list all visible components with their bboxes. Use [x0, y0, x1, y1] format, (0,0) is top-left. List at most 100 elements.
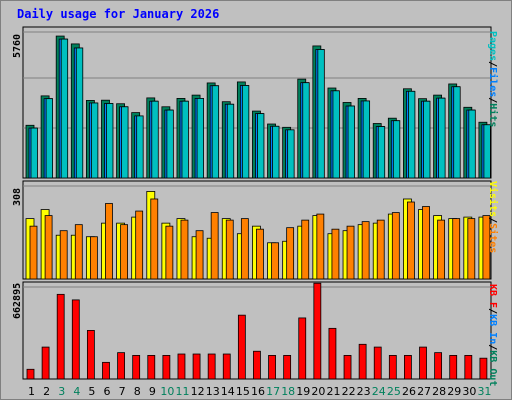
legend-kb-in: KB In	[487, 314, 498, 345]
day-label-22: 22	[342, 385, 356, 398]
middle-legend: Visits/Sites	[487, 181, 498, 253]
sites-bar-5	[89, 236, 98, 280]
pages-bar-8	[136, 115, 144, 179]
day-label-17: 17	[266, 385, 280, 398]
pages-bar-26	[408, 90, 416, 179]
kbytes-bar-7	[117, 352, 125, 380]
day-label-28: 28	[432, 385, 446, 398]
kbytes-bar-9	[147, 355, 156, 380]
kbytes-bar-2	[41, 346, 50, 380]
day-label-18: 18	[281, 385, 295, 398]
sites-bar-19	[301, 219, 310, 280]
pages-bar-20	[317, 49, 325, 179]
pages-bar-14	[226, 103, 235, 179]
chart-title: Daily usage for January 2026	[17, 7, 220, 21]
day-label-8: 8	[134, 385, 141, 398]
sites-bar-10	[165, 225, 174, 280]
sites-bar-3	[59, 230, 68, 280]
legend-kb-f: KB F	[487, 284, 498, 309]
pages-bar-16	[257, 113, 265, 179]
pages-bar-5	[90, 102, 99, 179]
day-label-2: 2	[43, 385, 50, 398]
day-label-6: 6	[104, 385, 111, 398]
day-label-26: 26	[402, 385, 416, 398]
kbytes-bar-22	[343, 355, 352, 380]
pages-bar-2	[45, 98, 53, 179]
sites-bar-23	[361, 221, 370, 280]
pages-bar-4	[75, 47, 84, 179]
pages-bar-21	[332, 90, 340, 179]
pages-bar-3	[60, 38, 69, 179]
sites-bar-24	[376, 219, 385, 280]
sites-bar-25	[391, 212, 400, 280]
sites-bar-21	[331, 228, 340, 280]
sites-bar-11	[180, 219, 189, 280]
sites-bar-18	[286, 227, 295, 280]
kbytes-bar-14	[222, 353, 231, 380]
day-label-24: 24	[372, 385, 386, 398]
hits-ymax-label: 5760	[12, 33, 23, 58]
kbytes-bar-28	[434, 352, 443, 380]
day-label-10: 10	[160, 385, 174, 398]
day-label-3: 3	[58, 385, 65, 398]
day-label-31: 31	[477, 385, 491, 398]
kbytes-bar-11	[177, 353, 186, 380]
kbytes-bar-26	[404, 355, 412, 380]
kbytes-ymax-label: 662895	[12, 282, 23, 319]
pages-bar-9	[151, 100, 159, 179]
kbytes-bar-10	[162, 355, 171, 380]
sites-bar-9	[150, 198, 159, 280]
sites-bar-8	[135, 210, 144, 280]
pages-bar-11	[181, 100, 189, 179]
day-label-7: 7	[119, 385, 126, 398]
legend-pages: Pages	[487, 31, 498, 62]
sites-bar-22	[346, 225, 355, 280]
sites-bar-13	[210, 212, 219, 280]
day-label-1: 1	[28, 385, 35, 398]
pages-bar-28	[438, 97, 446, 179]
kbytes-bar-15	[237, 314, 246, 380]
pages-bar-19	[302, 82, 310, 179]
kbytes-bar-31	[479, 357, 488, 380]
kbytes-bar-21	[328, 327, 337, 380]
day-label-29: 29	[447, 385, 461, 398]
sites-bar-2	[44, 215, 53, 280]
kbytes-bar-20	[313, 282, 322, 380]
kbytes-bar-3	[56, 293, 65, 380]
pages-bar-31	[483, 124, 491, 179]
pages-bar-1	[30, 127, 38, 179]
day-label-21: 21	[326, 385, 340, 398]
kbytes-bar-18	[283, 355, 292, 380]
kbytes-bar-17	[268, 355, 276, 380]
pages-bar-25	[392, 120, 401, 179]
sites-bar-31	[482, 215, 491, 280]
pages-bar-6	[106, 103, 114, 179]
kbytes-bar-12	[192, 353, 201, 380]
sites-bar-30	[467, 218, 476, 280]
legend-files: Files	[487, 67, 498, 98]
top-legend: Pages/Files/Hits	[487, 31, 498, 127]
kbytes-bar-25	[388, 355, 397, 380]
kbytes-bar-24	[373, 346, 382, 380]
day-label-9: 9	[149, 385, 156, 398]
kbytes-bar-29	[449, 355, 458, 380]
day-label-23: 23	[357, 385, 371, 398]
sites-bar-28	[437, 219, 446, 280]
pages-bar-15	[241, 85, 250, 179]
day-label-5: 5	[88, 385, 95, 398]
day-label-11: 11	[176, 385, 190, 398]
day-label-12: 12	[191, 385, 205, 398]
sites-bar-6	[105, 203, 113, 280]
kbytes-bar-27	[419, 346, 427, 380]
day-label-4: 4	[73, 385, 80, 398]
kbytes-bar-19	[298, 317, 307, 380]
pages-bar-23	[362, 100, 371, 179]
sites-bar-1	[29, 225, 38, 280]
sites-bar-20	[316, 213, 325, 280]
sites-bar-15	[240, 218, 249, 280]
bottom-legend: KB F/KB In/KB Out	[487, 284, 498, 386]
sites-bar-27	[422, 206, 430, 280]
kbytes-bar-16	[253, 350, 261, 380]
